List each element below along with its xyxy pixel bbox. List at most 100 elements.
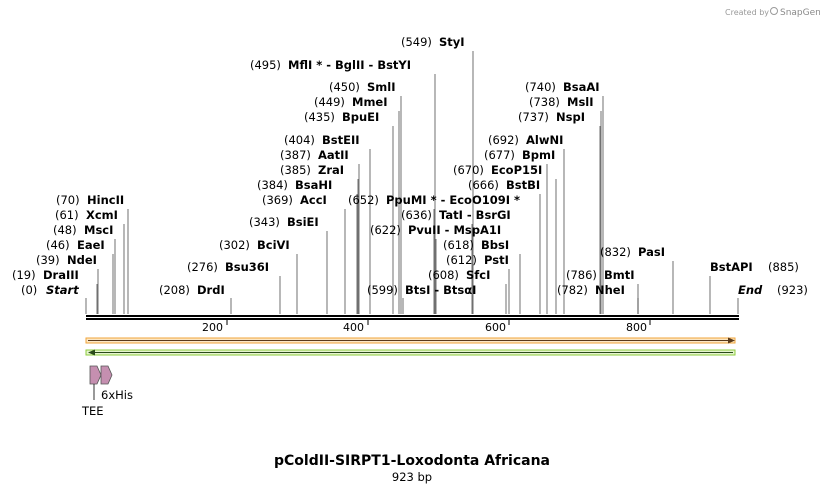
start-marker: (0) Start (21, 283, 79, 297)
site-position: (404) (284, 133, 315, 147)
restriction-site-labels: (19) DraIII(39) NdeI(46) EaeI(48) MscI (61) Xc… (12, 35, 799, 297)
site-msci[interactable]: (48) MscI (53, 223, 113, 237)
site-name: BstBI (506, 178, 540, 192)
site-position: (449) (314, 95, 345, 109)
site-bpuei[interactable]: (435) BpuEI (304, 110, 379, 124)
site-name: NdeI (67, 253, 97, 267)
site-position: (276) (187, 260, 218, 274)
site-position: (450) (329, 80, 360, 94)
site-styi[interactable]: (549) StyI (401, 35, 465, 49)
site-pvuii-mspa1i[interactable]: (622) PvuII - MspA1I (370, 223, 501, 237)
site-bbsi[interactable]: (618) BbsI (443, 238, 509, 252)
site-aatii[interactable]: (387) AatII (280, 148, 349, 162)
site-position: (39) (36, 253, 60, 267)
site-position: (692) (488, 133, 519, 147)
site-bstapi[interactable]: (885) BstAPI (710, 260, 799, 274)
site-name: BsaAI (563, 80, 600, 94)
site-position: (885) (768, 260, 799, 274)
site-msli[interactable]: (738) MslI (529, 95, 594, 109)
site-bstbi[interactable]: (666) BstBI (468, 178, 540, 192)
site-position: (302) (219, 238, 250, 252)
site-btsi-bts-i[interactable]: (599) BtsI - BtsαI (367, 283, 476, 297)
site-position: (832) (600, 245, 631, 259)
site-position: (740) (525, 80, 556, 94)
site-position: (652) (348, 193, 379, 207)
site-position: (385) (280, 163, 311, 177)
site-position: (343) (249, 215, 280, 229)
site-acci[interactable]: (369) AccI (262, 193, 327, 207)
site-name: BciVI (257, 238, 290, 252)
tick-label-400: 400 (343, 321, 364, 334)
site-name: MslI (567, 95, 594, 109)
site-bsaai[interactable]: (740) BsaAI (525, 80, 600, 94)
end-position: (923) (777, 283, 808, 297)
site-eaei[interactable]: (46) EaeI (46, 238, 105, 252)
site-name: PvuII - MspA1I (408, 223, 501, 237)
end-marker: End (923) (738, 283, 808, 297)
site-pasi[interactable]: (832) PasI (600, 245, 665, 259)
site-draiii[interactable]: (19) DraIII (12, 268, 79, 282)
site-ndei[interactable]: (39) NdeI (36, 253, 97, 267)
site-name: BmtI (604, 268, 635, 282)
site-smli[interactable]: (450) SmlI (329, 80, 396, 94)
site-bsu36i[interactable]: (276) Bsu36I (187, 260, 269, 274)
site-bsteii[interactable]: (404) BstEII (284, 133, 360, 147)
site-nhei[interactable]: (782) NheI (557, 283, 625, 297)
site-psti[interactable]: (612) PstI (446, 253, 509, 267)
site-name: PasI (638, 245, 665, 259)
tick-label-800: 800 (626, 321, 647, 334)
site-nspi[interactable]: (737) NspI (518, 110, 585, 124)
site-position: (48) (53, 223, 77, 237)
site-mmei[interactable]: (449) MmeI (314, 95, 388, 109)
site-bcivi[interactable]: (302) BciVI (219, 238, 290, 252)
site-name: PpuMI * - EcoO109I * (386, 193, 520, 207)
site-position: (387) (280, 148, 311, 162)
site-sfci[interactable]: (608) SfcI (428, 268, 490, 282)
site-name: MflI * - BglII - BstYI (288, 58, 411, 72)
site-position: (782) (557, 283, 588, 297)
site-name: SfcI (466, 268, 490, 282)
site-xcmi[interactable]: (61) XcmI (55, 208, 118, 222)
site-bpmi[interactable]: (677) BpmI (484, 148, 555, 162)
site-leader-lines (85, 51, 739, 314)
site-ecop15i[interactable]: (670) EcoP15I (453, 163, 542, 177)
site-position: (70) (56, 193, 80, 207)
feature-label-6xhis: 6xHis (101, 388, 133, 402)
site-alwni[interactable]: (692) AlwNI (488, 133, 563, 147)
site-name: DraIII (43, 268, 79, 282)
site-bmti[interactable]: (786) BmtI (566, 268, 635, 282)
plasmid-title: pColdII-SIRPT1-Loxodonta Africana (274, 453, 550, 469)
start-label: Start (46, 283, 79, 297)
site-name: HincII (87, 193, 124, 207)
site-bsiei[interactable]: (343) BsiEI (249, 215, 319, 229)
site-name: BstAPI (710, 260, 753, 274)
feature-label-tee: TEE (81, 404, 104, 418)
site-ppumi-ecoo109i[interactable]: (652) PpuMI * - EcoO109I * (348, 193, 520, 207)
site-position: (46) (46, 238, 70, 252)
end-label: End (738, 283, 763, 297)
site-tati-bsrgi[interactable]: (636) TatI - BsrGI (401, 208, 511, 222)
site-name: EaeI (77, 238, 105, 252)
site-name: BstEII (322, 133, 360, 147)
site-name: StyI (439, 35, 465, 49)
site-hincii[interactable]: (70) HincII (56, 193, 124, 207)
site-name: BpuEI (342, 110, 379, 124)
site-position: (435) (304, 110, 335, 124)
snapgene-credit: Created by SnapGene (700, 2, 824, 18)
site-name: BsiEI (287, 215, 319, 229)
site-drdi[interactable]: (208) DrdI (159, 283, 225, 297)
site-mfli-bglii-bstyi[interactable]: (495) MflI * - BglII - BstYI (250, 58, 411, 72)
feature-6xhis[interactable]: 6xHis (100, 365, 133, 402)
site-name: NheI (595, 283, 625, 297)
site-name: Bsu36I (225, 260, 269, 274)
snapgene-logo-icon (770, 7, 778, 15)
feature-tee[interactable]: TEE (81, 365, 104, 418)
site-bsahi[interactable]: (384) BsaHI (257, 178, 332, 192)
tick-label-600: 600 (485, 321, 506, 334)
scale-ticks: 200 400 600 800 (202, 320, 651, 334)
site-zrai[interactable]: (385) ZraI (280, 163, 344, 177)
site-position: (622) (370, 223, 401, 237)
site-name: BtsI - BtsαI (405, 283, 476, 297)
site-name: MscI (84, 223, 113, 237)
